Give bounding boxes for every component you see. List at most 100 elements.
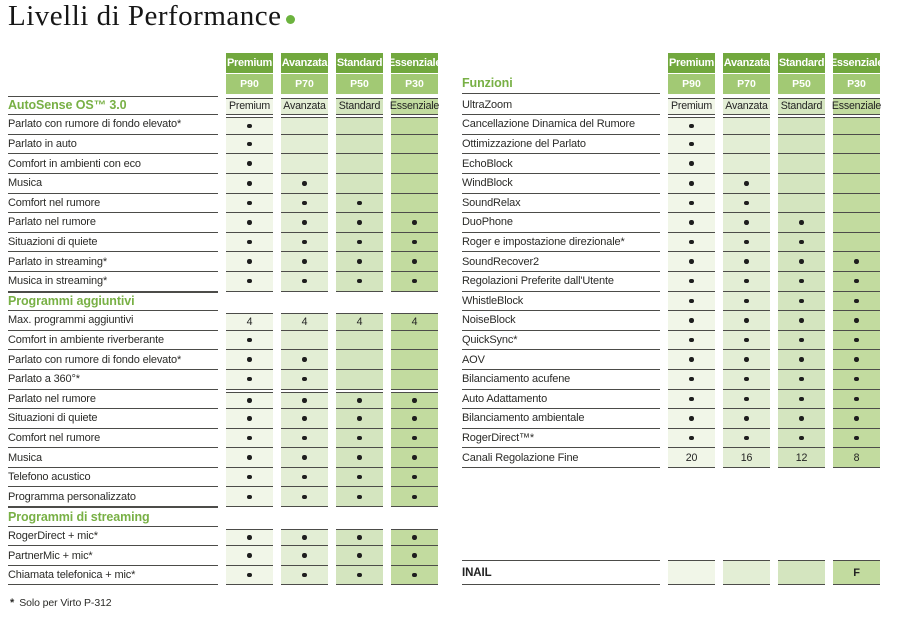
value-cell bbox=[226, 213, 273, 233]
value-cell bbox=[723, 311, 770, 331]
feature-dot-icon bbox=[412, 416, 417, 421]
feature-dot-icon bbox=[854, 298, 859, 304]
value-cell bbox=[226, 154, 273, 174]
value-cell bbox=[226, 565, 273, 586]
feature-dot-icon bbox=[357, 494, 362, 500]
feature-dot-icon bbox=[412, 220, 417, 225]
feature-dot-icon bbox=[302, 494, 307, 500]
value-cell bbox=[723, 271, 770, 292]
feature-dot-icon bbox=[799, 396, 804, 402]
row-label: Musica bbox=[8, 174, 218, 194]
value-cell bbox=[336, 117, 383, 135]
value-cell bbox=[833, 252, 880, 272]
feature-dot-icon bbox=[412, 455, 417, 460]
feature-dot-icon bbox=[854, 259, 859, 264]
value-cell bbox=[281, 467, 328, 488]
inail-value-cell bbox=[668, 560, 715, 585]
value-cell bbox=[668, 213, 715, 233]
row-label: Parlato con rumore di fondo elevato* bbox=[8, 350, 218, 370]
value-cell bbox=[336, 232, 383, 253]
feature-dot-icon bbox=[247, 259, 252, 264]
value-cell bbox=[336, 154, 383, 174]
feature-dot-icon bbox=[854, 318, 859, 323]
table-section-title: Funzioni bbox=[462, 53, 660, 94]
value-cell bbox=[391, 252, 438, 272]
value-text: Avanzata bbox=[725, 100, 768, 113]
value-cell bbox=[226, 232, 273, 253]
value-cell: 12 bbox=[778, 448, 825, 468]
value-cell bbox=[391, 134, 438, 155]
feature-dot-icon bbox=[799, 278, 804, 284]
column-tier-label: Essenziale bbox=[388, 53, 441, 73]
row-label: DuoPhone bbox=[462, 213, 660, 233]
empty-cell bbox=[226, 507, 273, 527]
feature-dot-icon bbox=[689, 357, 694, 362]
value-cell bbox=[833, 173, 880, 194]
row-label: Comfort nel rumore bbox=[8, 194, 218, 214]
value-cell bbox=[336, 369, 383, 390]
value-cell bbox=[336, 467, 383, 488]
column-tier-label: Avanzata bbox=[281, 53, 328, 73]
value-cell bbox=[833, 271, 880, 292]
value-cell bbox=[833, 428, 880, 449]
feature-dot-icon bbox=[357, 259, 362, 264]
section-title: AutoSense OS™ 3.0 bbox=[8, 95, 218, 116]
empty-cell bbox=[336, 507, 383, 527]
value-cell bbox=[226, 391, 273, 410]
feature-dot-icon bbox=[689, 337, 694, 343]
value-cell bbox=[281, 448, 328, 468]
value-cell bbox=[668, 311, 715, 331]
column-tier-label: Standard bbox=[778, 53, 825, 73]
value-cell bbox=[281, 252, 328, 272]
feature-dot-icon bbox=[357, 572, 362, 578]
value-cell bbox=[391, 369, 438, 390]
row-label: EchoBlock bbox=[462, 154, 660, 174]
section-title: Programmi aggiuntivi bbox=[8, 291, 218, 312]
row-label: PartnerMic + mic* bbox=[8, 546, 218, 566]
feature-dot-icon bbox=[744, 220, 749, 225]
value-cell bbox=[391, 117, 438, 135]
value-cell bbox=[778, 369, 825, 390]
value-cell bbox=[778, 330, 825, 351]
value-cell bbox=[778, 173, 825, 194]
value-cell bbox=[778, 213, 825, 233]
value-cell bbox=[723, 154, 770, 174]
row-label: Regolazioni Preferite dall'Utente bbox=[462, 272, 660, 292]
feature-dot-icon bbox=[247, 123, 252, 129]
value-cell bbox=[226, 117, 273, 135]
row-label: WindBlock bbox=[462, 174, 660, 194]
feature-dot-icon bbox=[357, 278, 362, 284]
inail-value-cell: F bbox=[833, 560, 880, 585]
feature-dot-icon bbox=[357, 535, 362, 540]
feature-dot-icon bbox=[689, 396, 694, 402]
column-model-label: P70 bbox=[723, 74, 770, 94]
value-cell: Premium bbox=[668, 97, 715, 116]
value-cell bbox=[336, 428, 383, 449]
feature-dot-icon bbox=[412, 435, 417, 441]
value-cell bbox=[668, 291, 715, 312]
feature-dot-icon bbox=[799, 220, 804, 225]
feature-dot-icon bbox=[302, 357, 307, 362]
value-text: 4 bbox=[356, 315, 363, 328]
value-cell bbox=[281, 369, 328, 390]
feature-dot-icon bbox=[854, 396, 859, 402]
row-label: Chiamata telefonica + mic* bbox=[8, 566, 218, 586]
row-label: Bilanciamento ambientale bbox=[462, 409, 660, 429]
value-cell bbox=[281, 487, 328, 508]
feature-dot-icon bbox=[412, 494, 417, 500]
value-cell bbox=[391, 350, 438, 370]
column-model-label: P50 bbox=[336, 74, 383, 94]
value-cell bbox=[778, 428, 825, 449]
empty-cell bbox=[336, 292, 383, 312]
feature-dot-icon bbox=[689, 376, 694, 382]
value-cell bbox=[723, 369, 770, 390]
value-cell bbox=[778, 134, 825, 155]
empty-cell bbox=[226, 292, 273, 312]
value-cell bbox=[778, 271, 825, 292]
feature-dot-icon bbox=[412, 572, 417, 578]
title-accent-dot-icon bbox=[285, 15, 295, 24]
feature-dot-icon bbox=[302, 455, 307, 460]
column-model-label: P30 bbox=[391, 74, 438, 94]
value-cell: 20 bbox=[668, 448, 715, 468]
row-label: Parlato in auto bbox=[8, 135, 218, 155]
